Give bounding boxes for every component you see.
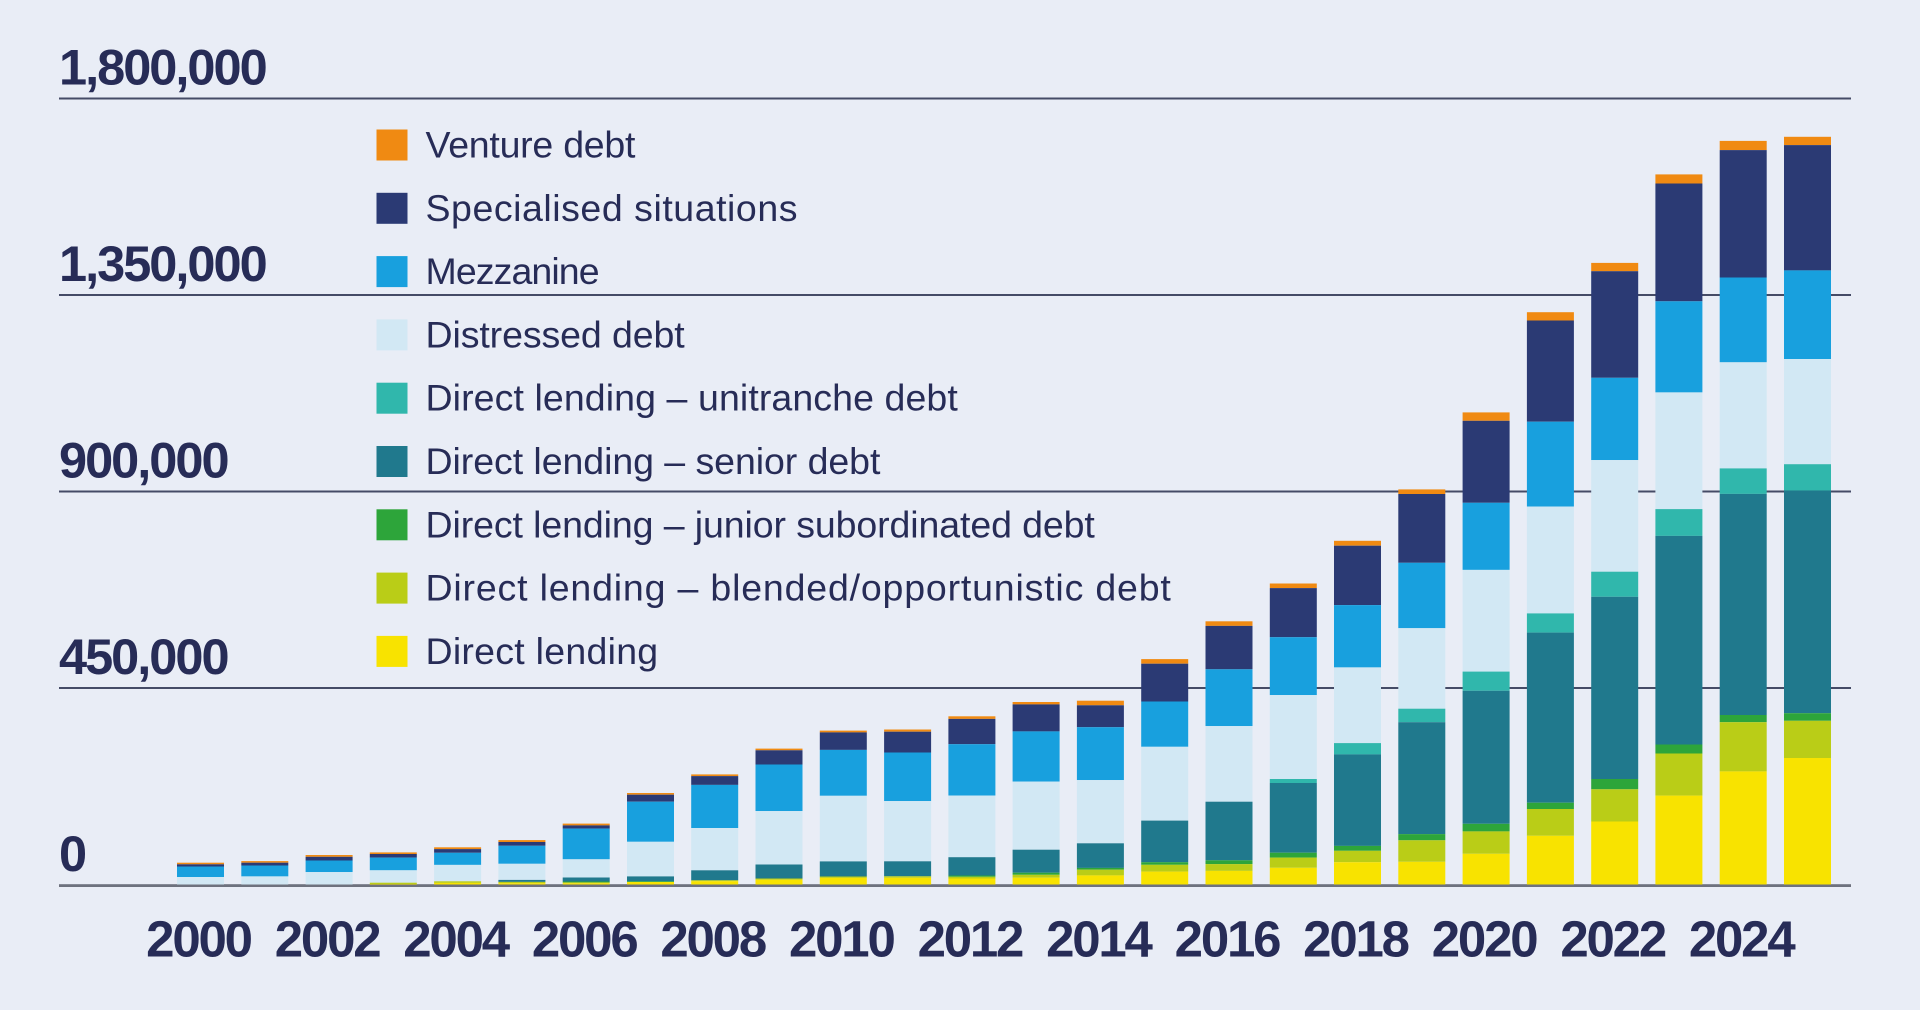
svg-text:Direct lending – junior subord: Direct lending – junior subordinated deb… (426, 503, 1096, 545)
svg-text:2020: 2020 (1432, 911, 1537, 968)
svg-text:450,000: 450,000 (59, 628, 228, 685)
svg-text:1,800,000: 1,800,000 (59, 39, 267, 96)
svg-text:Direct lending – blended/oppor: Direct lending – blended/opportunistic d… (426, 567, 1172, 609)
svg-text:0: 0 (59, 825, 86, 882)
svg-text:Distressed debt: Distressed debt (426, 313, 686, 355)
svg-text:Venture debt: Venture debt (426, 124, 637, 166)
svg-text:2018: 2018 (1303, 911, 1408, 968)
svg-text:2008: 2008 (660, 911, 765, 968)
svg-text:900,000: 900,000 (59, 432, 228, 489)
svg-text:Specialised situations: Specialised situations (426, 187, 799, 229)
svg-text:Direct lending: Direct lending (426, 630, 659, 672)
svg-text:2012: 2012 (918, 911, 1023, 968)
svg-text:2004: 2004 (403, 911, 510, 968)
svg-text:Direct lending – unitranche de: Direct lending – unitranche debt (426, 377, 959, 419)
svg-text:Mezzanine: Mezzanine (426, 250, 599, 292)
svg-text:2002: 2002 (275, 911, 380, 968)
svg-text:2006: 2006 (532, 911, 637, 968)
svg-text:Direct lending – senior debt: Direct lending – senior debt (426, 440, 881, 482)
svg-text:2000: 2000 (146, 911, 251, 968)
svg-text:2014: 2014 (1046, 911, 1153, 968)
svg-text:1,350,000: 1,350,000 (59, 235, 267, 292)
svg-text:2010: 2010 (789, 911, 894, 968)
svg-text:2016: 2016 (1175, 911, 1280, 968)
svg-text:2022: 2022 (1560, 911, 1665, 968)
svg-text:2024: 2024 (1689, 911, 1796, 968)
